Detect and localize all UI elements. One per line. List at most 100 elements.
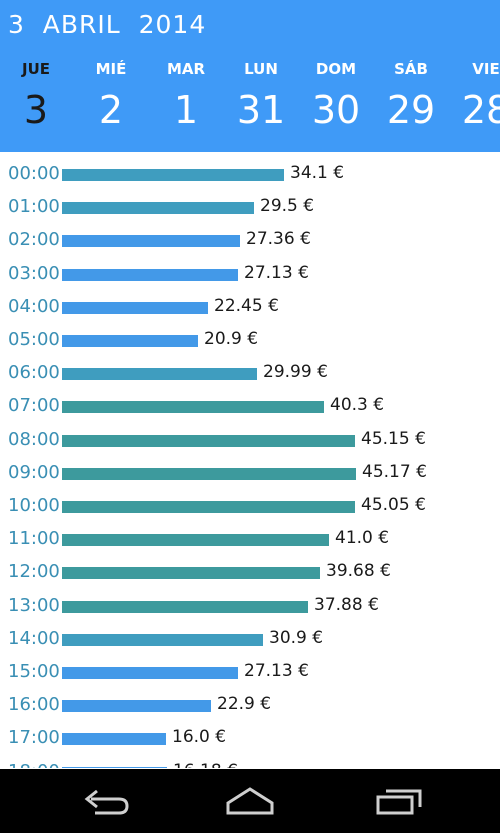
price-bar xyxy=(62,633,263,646)
price-bar xyxy=(62,202,254,215)
price-label: 30.9 € xyxy=(269,627,324,648)
price-bar xyxy=(62,667,238,679)
day-tab-weekday: SÁB xyxy=(394,60,428,78)
chart-row: 09:00 45.17 € xyxy=(0,455,500,488)
chart-row: 02:00 27.36 € xyxy=(0,222,500,255)
hour-label: 08:00 xyxy=(8,428,60,450)
price-bar xyxy=(62,600,308,613)
price-label: 45.05 € xyxy=(361,495,426,515)
back-icon xyxy=(84,789,129,815)
price-label: 29.5 € xyxy=(260,196,315,217)
day-tab-weekday: VIE xyxy=(472,60,500,78)
price-bar xyxy=(62,301,208,314)
price-label: 40.3 € xyxy=(330,395,385,416)
price-bar xyxy=(62,235,240,248)
hour-label: 07:00 xyxy=(8,395,60,417)
price-bar xyxy=(62,169,284,181)
home-button[interactable] xyxy=(220,781,280,821)
price-label: 16.0 € xyxy=(172,727,227,748)
price-label: 45.15 € xyxy=(361,428,426,449)
home-icon xyxy=(226,787,274,815)
recent-apps-button[interactable] xyxy=(368,781,428,821)
day-tab-4[interactable]: DOM 30 xyxy=(296,58,376,152)
price-bar xyxy=(62,700,211,713)
chart-row: 07:00 40.3 € xyxy=(0,388,500,421)
day-tab-number: 29 xyxy=(386,88,436,132)
day-tab-weekday: JUE xyxy=(21,60,50,78)
chart-row: 06:00 29.99 € xyxy=(0,355,500,388)
chart-row: 10:00 45.05 € xyxy=(0,488,500,521)
price-label: 45.17 € xyxy=(362,461,427,482)
day-tab-6[interactable]: VIE 28 xyxy=(446,58,500,152)
chart-row: 03:00 27.13 € xyxy=(0,256,500,289)
price-bar xyxy=(62,501,355,513)
day-tab-number: 2 xyxy=(98,88,124,132)
day-tab-0[interactable]: JUE 3 xyxy=(0,58,76,152)
price-label: 29.99 € xyxy=(263,362,328,383)
hour-label: 00:00 xyxy=(8,163,60,184)
hour-label: 04:00 xyxy=(8,295,60,317)
price-bar xyxy=(62,467,356,480)
day-tab-number: 1 xyxy=(173,88,199,132)
price-bar xyxy=(62,434,355,447)
chart-row: 18:00 16.18 € xyxy=(0,754,500,768)
chart-row: 00:00 34.1 € xyxy=(0,156,500,189)
price-bar xyxy=(62,335,198,347)
day-tab-number: 30 xyxy=(311,88,361,132)
hour-label: 05:00 xyxy=(8,329,60,350)
hour-label: 13:00 xyxy=(8,594,60,616)
chart-row: 01:00 29.5 € xyxy=(0,189,500,222)
price-bar xyxy=(62,268,238,281)
day-tab-1[interactable]: MIÉ 2 xyxy=(71,58,151,152)
day-tab-3[interactable]: LUN 31 xyxy=(221,58,301,152)
price-bar xyxy=(62,401,324,414)
price-label: 22.45 € xyxy=(214,295,279,316)
price-label: 34.1 € xyxy=(290,163,345,183)
day-tab-weekday: MIÉ xyxy=(95,60,127,78)
chart-row: 13:00 37.88 € xyxy=(0,588,500,621)
day-selector: JUE 3 MIÉ 2 MAR 1 LUN 31 DOM 30 SÁB 29 VIE 28 xyxy=(0,58,500,152)
app-header: 3 ABRIL 2014 JUE 3 MIÉ 2 MAR 1 LUN 31 DOM 30 SÁB 29… xyxy=(0,0,500,152)
price-bar xyxy=(62,567,320,580)
date-title: 3 ABRIL 2014 xyxy=(8,10,207,39)
chart-row: 08:00 45.15 € xyxy=(0,422,500,455)
price-label: 37.88 € xyxy=(314,594,379,615)
day-tab-5[interactable]: SÁB 29 xyxy=(371,58,451,152)
chart-row: 15:00 27.13 € xyxy=(0,654,500,687)
chart-row: 14:00 30.9 € xyxy=(0,621,500,654)
price-label: 20.9 € xyxy=(204,329,259,349)
price-bar xyxy=(62,733,166,746)
recent-apps-icon xyxy=(376,789,422,815)
price-label: 27.13 € xyxy=(244,262,309,283)
day-tab-number: 28 xyxy=(461,88,500,132)
price-bar xyxy=(62,368,257,381)
price-label: 27.36 € xyxy=(246,229,311,250)
hour-label: 18:00 xyxy=(8,761,60,768)
hour-label: 11:00 xyxy=(8,528,60,550)
day-tab-weekday: MAR xyxy=(166,60,206,78)
chart-row: 16:00 22.9 € xyxy=(0,687,500,720)
chart-row: 05:00 20.9 € xyxy=(0,322,500,355)
price-label: 16.18 € xyxy=(173,761,238,768)
hour-label: 17:00 xyxy=(8,727,60,749)
day-tab-number: 3 xyxy=(23,88,49,132)
back-button[interactable] xyxy=(75,781,135,821)
day-tab-weekday: LUN xyxy=(244,60,278,78)
day-tab-number: 31 xyxy=(236,88,286,132)
chart-row: 04:00 22.45 € xyxy=(0,289,500,322)
price-label: 41.0 € xyxy=(335,528,390,549)
chart-row: 17:00 16.0 € xyxy=(0,720,500,753)
hour-label: 16:00 xyxy=(8,694,60,716)
hour-label: 01:00 xyxy=(8,196,60,218)
price-bar xyxy=(62,534,329,547)
day-tab-weekday: DOM xyxy=(315,60,357,78)
day-tab-2[interactable]: MAR 1 xyxy=(146,58,226,152)
chart-row: 11:00 41.0 € xyxy=(0,521,500,554)
price-label: 27.13 € xyxy=(244,661,309,681)
price-label: 22.9 € xyxy=(217,694,272,715)
chart-row: 12:00 39.68 € xyxy=(0,554,500,587)
hour-label: 14:00 xyxy=(8,627,60,649)
hour-label: 06:00 xyxy=(8,362,60,384)
hourly-price-chart: 00:00 34.1 € 01:00 29.5 € 02:00 27.36 € 03:00 2… xyxy=(0,152,500,768)
hour-label: 12:00 xyxy=(8,561,60,583)
